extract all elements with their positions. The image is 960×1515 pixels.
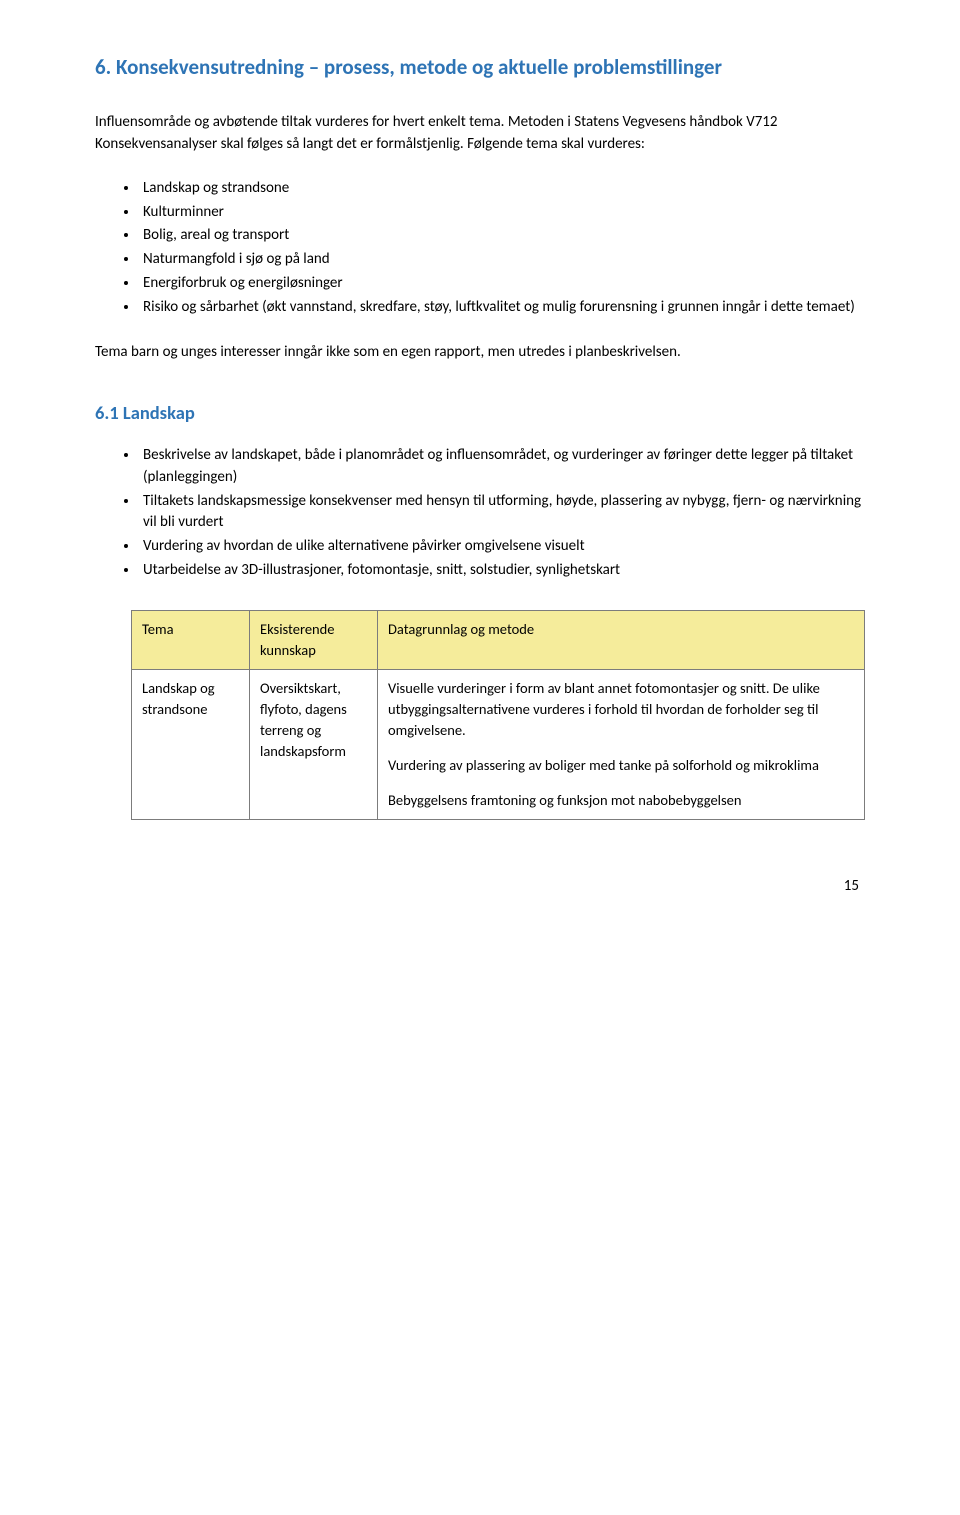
list-item: Utarbeidelse av 3D-illustrasjoner, fotom… <box>139 560 865 582</box>
note-paragraph: Tema barn og unges interesser inngår ikk… <box>95 342 865 364</box>
list-item: Landskap og strandsone <box>139 178 865 200</box>
list-item: Naturmangfold i sjø og på land <box>139 249 865 271</box>
table-header-tema: Tema <box>132 610 250 669</box>
topics-list: Landskap og strandsone Kulturminner Boli… <box>95 178 865 319</box>
subsection-heading: 6.1 Landskap <box>95 400 865 427</box>
cell-eksisterende: Oversiktskart, flyfoto, dagens terreng o… <box>250 669 378 819</box>
table-header-eksisterende: Eksisterende kunnskap <box>250 610 378 669</box>
cell-paragraph: Bebyggelsens framtoning og funksjon mot … <box>388 790 854 811</box>
list-item: Vurdering av hvordan de ulike alternativ… <box>139 536 865 558</box>
list-item: Bolig, areal og transport <box>139 225 865 247</box>
list-item: Risiko og sårbarhet (økt vannstand, skre… <box>139 297 865 319</box>
landskap-table-container: Tema Eksisterende kunnskap Datagrunnlag … <box>95 610 865 820</box>
landskap-table: Tema Eksisterende kunnskap Datagrunnlag … <box>131 610 865 820</box>
cell-tema: Landskap og strandsone <box>132 669 250 819</box>
list-item: Kulturminner <box>139 202 865 224</box>
landskap-list: Beskrivelse av landskapet, både i planom… <box>95 445 865 582</box>
list-item: Tiltakets landskapsmessige konsekvenser … <box>139 491 865 535</box>
list-item: Energiforbruk og energiløsninger <box>139 273 865 295</box>
table-row: Landskap og strandsone Oversiktskart, fl… <box>132 669 865 819</box>
cell-paragraph: Vurdering av plassering av boliger med t… <box>388 755 854 776</box>
list-item: Beskrivelse av landskapet, både i planom… <box>139 445 865 489</box>
page-number: 15 <box>95 876 865 898</box>
intro-paragraph: Influensområde og avbøtende tiltak vurde… <box>95 112 865 156</box>
cell-paragraph: Visuelle vurderinger i form av blant ann… <box>388 678 854 741</box>
table-header-row: Tema Eksisterende kunnskap Datagrunnlag … <box>132 610 865 669</box>
table-header-datagrunnlag: Datagrunnlag og metode <box>378 610 865 669</box>
section-heading: 6. Konsekvensutredning – prosess, metode… <box>95 52 865 82</box>
cell-datagrunnlag: Visuelle vurderinger i form av blant ann… <box>378 669 865 819</box>
